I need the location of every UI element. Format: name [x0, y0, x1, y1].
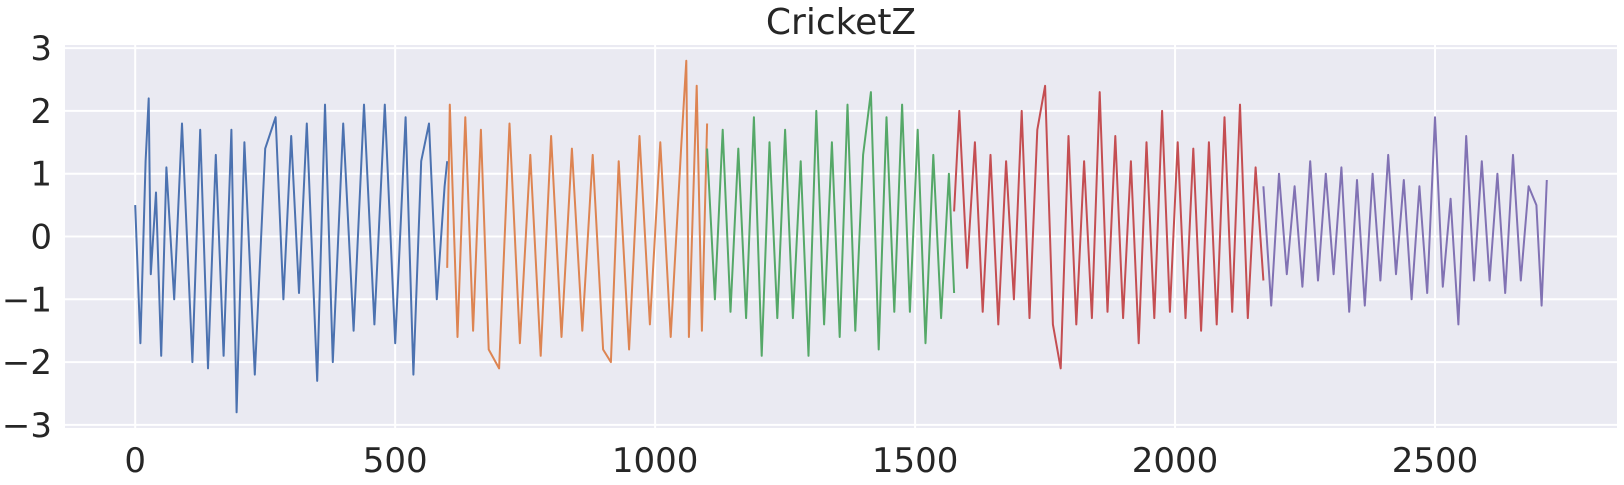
- series-line-3: [706, 91, 956, 357]
- y-tick-label: 2: [30, 92, 52, 132]
- x-tick-label: 2500: [1392, 441, 1479, 481]
- tick-labels: 0 500 1000 1500 2000 2500 3 2 1 0 −1 −2 −3: [2, 29, 1478, 481]
- y-tick-label: 0: [30, 218, 52, 258]
- y-tick-label: −2: [2, 343, 52, 383]
- x-tick-label: 2000: [1132, 441, 1219, 481]
- series-line-5: [1262, 116, 1548, 326]
- series-line-2: [446, 59, 709, 370]
- x-tick-label: 0: [124, 441, 146, 481]
- series-line-1: [134, 97, 449, 414]
- x-tick-label: 500: [363, 441, 428, 481]
- x-tick-label: 1000: [612, 441, 699, 481]
- series-layer: [134, 59, 1548, 414]
- chart-title: CricketZ: [766, 2, 916, 43]
- y-tick-label: −3: [2, 406, 52, 446]
- y-tick-label: 1: [30, 155, 52, 195]
- series-line-4: [953, 84, 1265, 370]
- y-tick-label: 3: [30, 29, 52, 69]
- y-tick-label: −1: [2, 280, 52, 320]
- x-tick-label: 1500: [872, 441, 959, 481]
